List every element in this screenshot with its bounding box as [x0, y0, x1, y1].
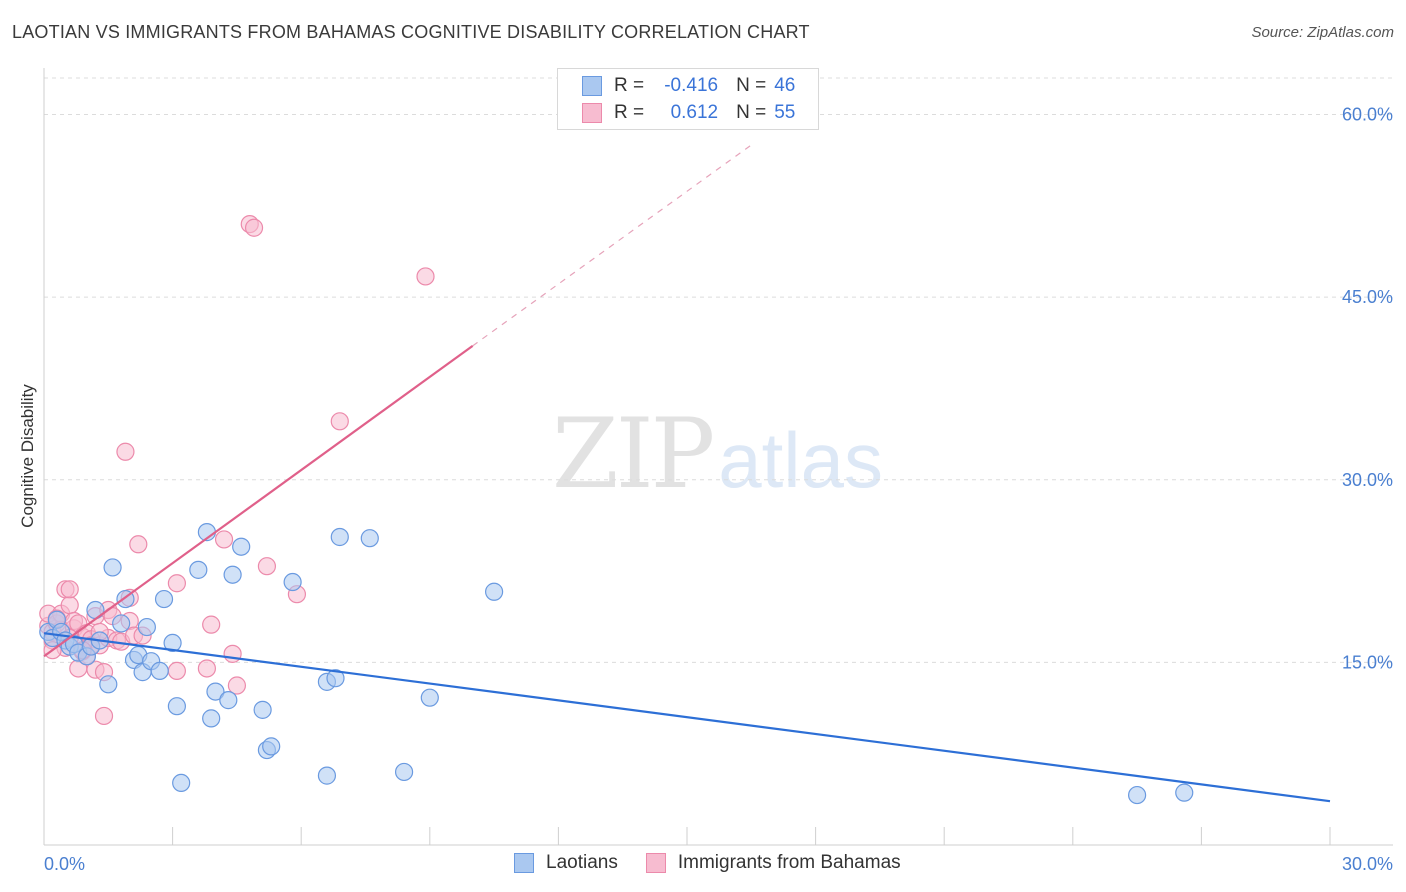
- correlation-legend: R = -0.416 N = 46 R = 0.612 N = 55: [557, 68, 819, 130]
- laotians-point: [154, 589, 174, 609]
- laotians-point: [202, 709, 221, 728]
- watermark-zip: ZIP: [552, 398, 715, 510]
- legend-item-laotians[interactable]: Laotians: [514, 852, 618, 874]
- tick-labels: 15.0% 30.0% 45.0% 60.0% 0.0% 30.0%: [44, 105, 1393, 874]
- legend-r-label: R =: [614, 102, 645, 123]
- laotians-point: [112, 614, 131, 633]
- laotians-point: [1175, 783, 1194, 802]
- legend-n-label: N =: [736, 102, 767, 123]
- bahamas-point: [416, 267, 435, 286]
- x-tick-label: 0.0%: [44, 854, 85, 874]
- laotians-point: [232, 537, 251, 556]
- bahamas-point: [167, 661, 186, 681]
- trend-lines: [43, 144, 1331, 803]
- laotians-point: [219, 691, 238, 710]
- legend-n-value: 46: [774, 75, 796, 96]
- bahamas-point: [129, 535, 148, 554]
- chart-title: LAOTIAN VS IMMIGRANTS FROM BAHAMAS COGNI…: [12, 22, 810, 42]
- laotians-point: [485, 582, 504, 601]
- laotians-point: [150, 661, 169, 681]
- laotians-point: [189, 560, 208, 579]
- bahamas-legend-label: Immigrants from Bahamas: [677, 852, 901, 873]
- bahamas-trend-extension: [472, 144, 752, 347]
- laotians-point: [283, 572, 302, 592]
- laotians-point: [360, 529, 379, 548]
- legend-r-value: 0.612: [670, 102, 719, 123]
- y-tick-label: 15.0%: [1342, 652, 1393, 672]
- laotians-legend-label: Laotians: [546, 852, 618, 873]
- legend-n-label: N =: [736, 75, 767, 96]
- grid-lines: [44, 77, 1393, 663]
- bahamas-point: [60, 596, 79, 615]
- laotians-legend-swatch: [514, 853, 534, 873]
- laotians-swatch: [582, 76, 602, 96]
- laotians-trend-line: [43, 632, 1331, 803]
- bahamas-point: [167, 574, 186, 593]
- laotians-point: [326, 669, 345, 688]
- x-tick-label: 30.0%: [1342, 854, 1393, 874]
- bahamas-point: [214, 530, 234, 549]
- laotians-point: [1127, 785, 1147, 805]
- bahamas-point: [257, 557, 277, 576]
- laotians-point: [420, 688, 439, 707]
- legend-item-bahamas[interactable]: Immigrants from Bahamas: [645, 852, 901, 874]
- bahamas-point: [197, 659, 216, 678]
- bahamas-point: [223, 644, 242, 663]
- laotians-point: [317, 766, 337, 785]
- y-tick-label: 30.0%: [1342, 470, 1393, 490]
- laotians-point: [262, 737, 281, 756]
- bahamas-point: [330, 412, 349, 431]
- laotians-point: [99, 675, 118, 694]
- legend-r-label: R =: [614, 75, 645, 96]
- watermark-atlas: atlas: [718, 416, 883, 504]
- legend-row-bahamas: R = 0.612 N = 55: [582, 101, 795, 125]
- laotians-point: [167, 697, 186, 716]
- bahamas-swatch: [582, 103, 602, 123]
- bahamas-point: [116, 442, 135, 461]
- laotians-point: [394, 762, 414, 782]
- laotians-point: [223, 565, 242, 584]
- laotians-point: [330, 527, 349, 547]
- bahamas-legend-swatch: [645, 853, 666, 873]
- laotians-point: [253, 700, 272, 719]
- series-legend: Laotians Immigrants from Bahamas: [514, 852, 929, 874]
- bahamas-trend-line: [43, 344, 474, 658]
- bahamas-point: [94, 706, 114, 726]
- laotians-point: [163, 633, 182, 653]
- laotians-point: [103, 558, 122, 577]
- bahamas-point: [227, 676, 246, 695]
- y-tick-label: 60.0%: [1342, 105, 1393, 125]
- legend-r-value: -0.416: [664, 75, 719, 96]
- y-tick-label: 45.0%: [1342, 287, 1393, 307]
- laotians-points: [39, 523, 1194, 805]
- watermark: ZIPatlas: [552, 398, 883, 510]
- source-credit: Source: ZipAtlas.com: [1251, 24, 1394, 41]
- bahamas-point: [244, 218, 264, 237]
- laotians-point: [206, 682, 225, 701]
- laotians-point: [172, 773, 191, 793]
- axes: [43, 68, 1393, 846]
- legend-n-value: 55: [774, 102, 796, 123]
- bahamas-point: [60, 580, 79, 599]
- laotians-point: [137, 617, 156, 637]
- legend-row-laotians: R = -0.416 N = 46: [582, 74, 795, 98]
- bahamas-point: [202, 615, 221, 634]
